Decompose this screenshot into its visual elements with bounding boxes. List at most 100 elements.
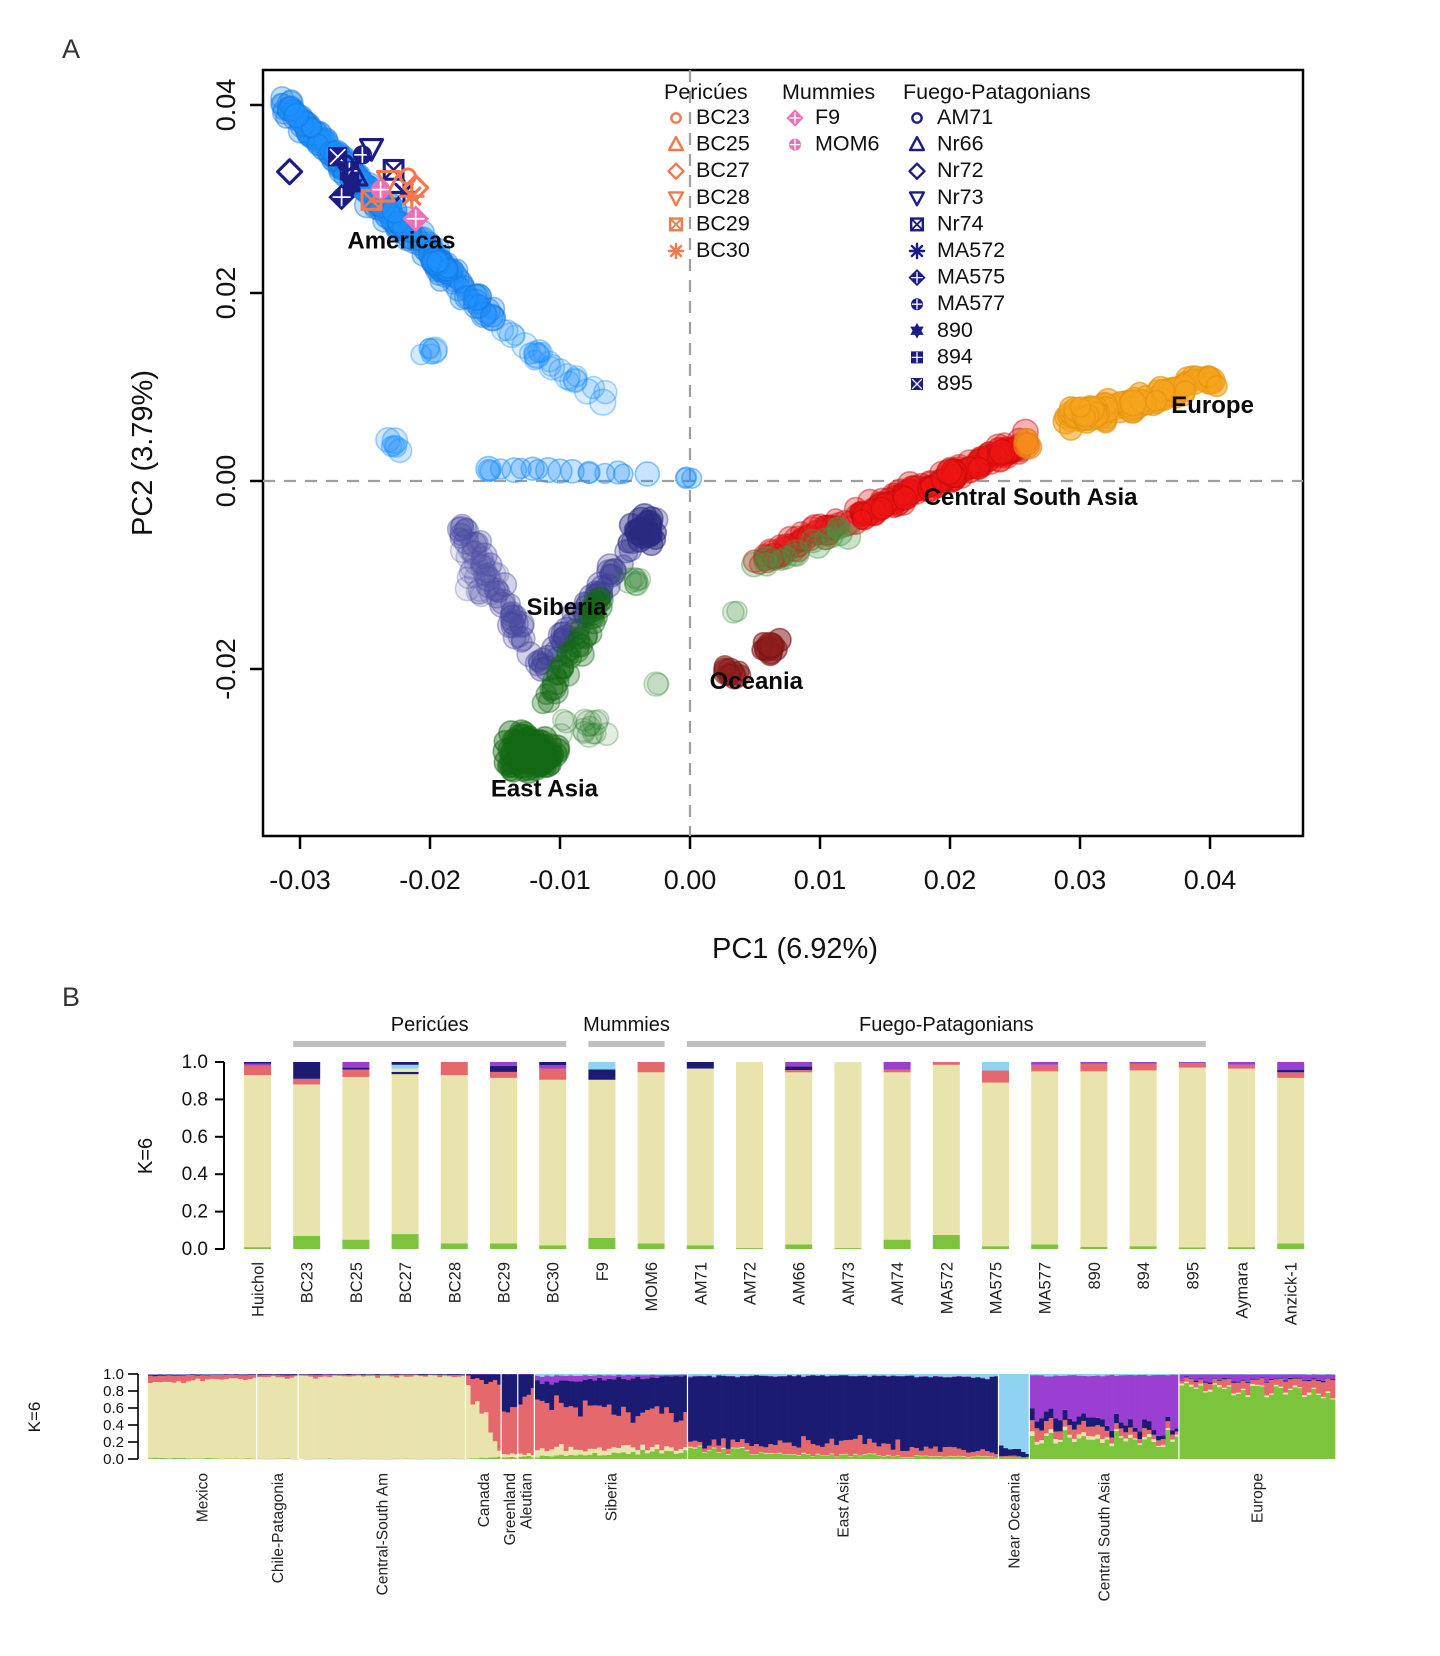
admix-pop-col-seg — [1100, 1376, 1106, 1420]
admix-pop-col-seg — [1320, 1374, 1326, 1375]
pca-point — [814, 520, 841, 547]
admix-pop-col-seg — [1090, 1374, 1096, 1376]
admix-pop-col-seg — [1156, 1374, 1162, 1436]
admix-pop-col-seg — [1174, 1374, 1180, 1429]
admix-pop-col-seg — [989, 1374, 995, 1377]
pca-point — [770, 535, 794, 559]
pca-point — [785, 530, 813, 558]
admix-pop-col-seg — [659, 1453, 665, 1459]
admix-pop-col-seg — [1207, 1383, 1213, 1390]
admix-pop-col-seg — [966, 1376, 972, 1453]
admix-pop-col-seg — [238, 1374, 244, 1375]
pca-x-tick-label: 0.02 — [924, 865, 977, 895]
pca-cluster-americas-spot-1 — [410, 336, 449, 366]
admix-pop-col-seg — [749, 1446, 755, 1455]
admix-pop-col-seg — [933, 1456, 939, 1459]
pca-cluster-siberia-right-arm — [528, 507, 669, 682]
admix-pop-col-seg — [1188, 1386, 1194, 1459]
admix-pop-col-seg — [848, 1456, 854, 1457]
admix-pop-col-seg — [475, 1374, 480, 1379]
admix-sample-label-BC29: BC29 — [496, 1262, 514, 1303]
admix-pop-col-seg — [1198, 1378, 1204, 1380]
admix-pop-col-seg — [942, 1457, 948, 1459]
admix-pop-col-seg — [881, 1374, 887, 1376]
admix-pop-col-seg — [611, 1452, 617, 1459]
admix-pop-col-seg — [1114, 1430, 1120, 1459]
pca-point — [577, 460, 601, 484]
admix-pop-col-seg — [961, 1456, 967, 1459]
admix-pop-col-seg — [526, 1374, 532, 1395]
admix-pop-col-seg — [980, 1456, 986, 1459]
admix-pop-col-seg — [805, 1440, 811, 1454]
pca-point — [783, 525, 811, 554]
admix-pop-col-seg — [582, 1451, 588, 1456]
admix-pop-col-seg — [1100, 1439, 1106, 1443]
admix-pop-col-seg — [522, 1454, 527, 1457]
admix-pop-col-seg — [530, 1455, 536, 1458]
admix-bar-890-purple — [1080, 1062, 1108, 1064]
pca-point — [510, 631, 533, 653]
admix-pop-col-seg — [1016, 1457, 1022, 1459]
admix-individuals-k-label: K=6 — [135, 1138, 157, 1174]
pca-point — [283, 102, 310, 129]
admix-pop-col-seg — [1095, 1417, 1101, 1426]
pca-point — [519, 740, 543, 764]
pca-point — [581, 597, 606, 622]
admix-pop-col-seg — [1193, 1387, 1199, 1389]
admix-pop-col-seg — [327, 1374, 333, 1375]
admix-pop-col-seg — [223, 1458, 230, 1459]
admix-pop-col-seg — [1086, 1417, 1092, 1427]
admix-pop-col-seg — [918, 1455, 925, 1457]
admix-pop-col-seg — [1146, 1421, 1152, 1430]
admix-top-y-tick-label: 0.0 — [182, 1239, 208, 1260]
admix-bar-BC30-navy — [539, 1062, 567, 1066]
pca-point — [748, 553, 771, 575]
admix-pop-col-seg — [1311, 1388, 1317, 1459]
pca-point — [559, 646, 583, 669]
admix-pop-col-seg — [989, 1376, 995, 1453]
admix-pop-col-seg — [1179, 1379, 1185, 1381]
pca-point — [454, 517, 478, 540]
polygon — [341, 179, 363, 199]
admix-pop-col-seg — [298, 1374, 304, 1376]
admix-pop-col-seg — [782, 1374, 788, 1376]
admix-pop-col-seg — [389, 1376, 395, 1459]
pca-point — [763, 547, 786, 571]
admix-pop-col-seg — [611, 1379, 617, 1415]
admix-pop-col-seg — [975, 1456, 981, 1459]
admix-pop-col-seg — [815, 1374, 821, 1376]
admix-pop-col-seg — [871, 1375, 877, 1443]
pca-x-tick-label: -0.02 — [399, 865, 461, 895]
admix-pop-col-seg — [673, 1374, 679, 1375]
admix-pop-col-seg — [885, 1376, 892, 1444]
admix-bar-AM72 — [736, 1062, 763, 1249]
admix-pop-col-seg — [1128, 1419, 1134, 1428]
admix-pop-col-seg — [1297, 1378, 1303, 1379]
admix-pop-col-seg — [1029, 1375, 1035, 1409]
admix-pop-col-seg — [597, 1374, 603, 1375]
admix-pop-col-seg — [1250, 1378, 1256, 1380]
admix-pop-col-seg — [763, 1453, 769, 1459]
pca-point — [770, 545, 792, 567]
admix-pop-col-seg — [659, 1450, 665, 1454]
admix-pop-col-seg — [578, 1381, 584, 1417]
admix-pop-col-seg — [1193, 1388, 1199, 1459]
pca-point — [817, 516, 842, 541]
admix-pop-col-seg — [483, 1457, 489, 1459]
admix-pop-col-seg — [621, 1452, 627, 1459]
admix-pop-col-seg — [470, 1374, 476, 1379]
admix-pop-col-seg — [754, 1375, 760, 1376]
admix-pop-col-seg — [181, 1375, 187, 1384]
admix-pop-col-seg — [777, 1374, 783, 1376]
admix-pop-col-seg — [702, 1374, 708, 1376]
pca-cluster-oceania-blob-2 — [712, 654, 752, 690]
admix-pop-col-seg — [1123, 1438, 1129, 1442]
admix-pop-col-seg — [427, 1374, 433, 1375]
admix-pop-col-seg — [1203, 1374, 1209, 1375]
admix-pop-col-seg — [1021, 1457, 1026, 1459]
admix-pop-col-seg — [900, 1376, 906, 1451]
admix-pop-col-seg — [152, 1374, 158, 1375]
admix-bar-BC29-purple — [490, 1062, 517, 1066]
